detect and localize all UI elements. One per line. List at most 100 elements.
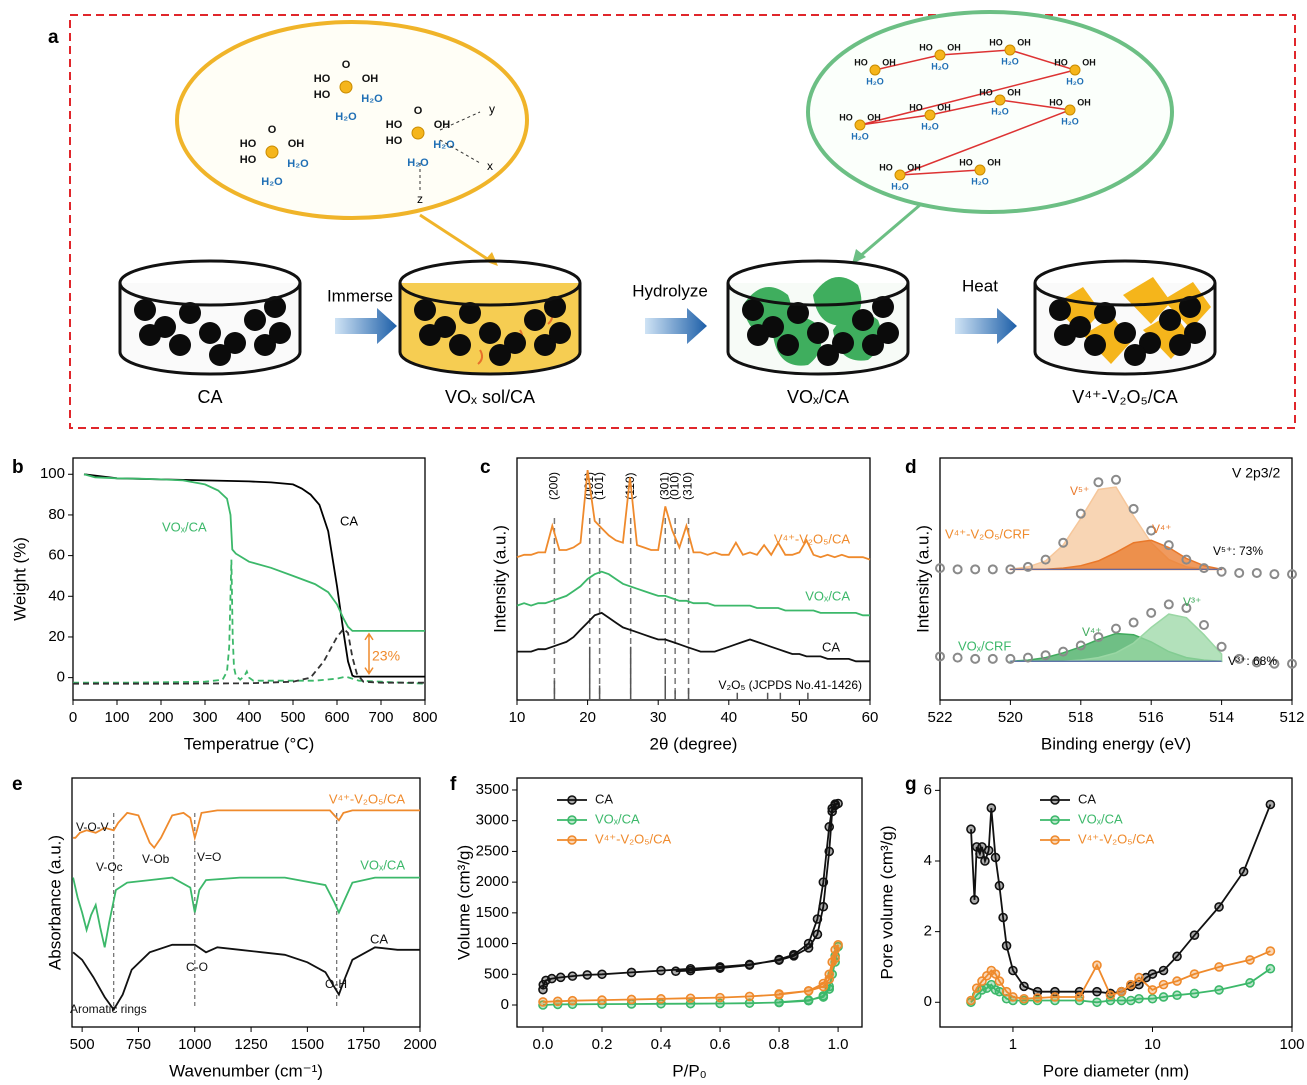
series-label: V⁴⁺-V₂O₅/CA xyxy=(329,791,406,806)
point xyxy=(1093,998,1101,1006)
x-tick-label: 518 xyxy=(1068,709,1093,726)
x-tick-label: 100 xyxy=(1279,1036,1304,1053)
x-tick-label: 1 xyxy=(1009,1036,1017,1053)
vanadium xyxy=(895,170,905,180)
point xyxy=(1034,994,1042,1002)
point xyxy=(628,995,636,1003)
carbon-ball xyxy=(1159,309,1181,331)
axis-label: y xyxy=(489,102,495,116)
carbon-ball xyxy=(1184,322,1206,344)
y-tick-label: 500 xyxy=(484,965,509,982)
point xyxy=(568,997,576,1005)
y-tick-label: 3500 xyxy=(476,781,509,798)
point xyxy=(775,998,783,1006)
point xyxy=(1190,970,1198,978)
x-tick-label: 0.2 xyxy=(592,1036,613,1053)
peak-label: (200) xyxy=(547,472,561,500)
point xyxy=(1266,947,1274,955)
carbon-ball xyxy=(1054,324,1076,346)
y-tick-label: 2000 xyxy=(476,873,509,890)
x-tick-label: 100 xyxy=(104,709,129,726)
annotation: C-O xyxy=(186,960,208,974)
panel-label: f xyxy=(450,774,457,795)
x-tick-label: 2000 xyxy=(403,1036,436,1053)
point xyxy=(672,967,680,975)
carbon-ball xyxy=(524,309,546,331)
x-tick-label: 0.0 xyxy=(533,1036,554,1053)
x-tick-label: 30 xyxy=(650,709,667,726)
raw-point xyxy=(1200,621,1208,629)
raw-point xyxy=(1253,569,1261,577)
point xyxy=(1051,993,1059,1001)
arrow-label: Hydrolyze xyxy=(632,281,708,300)
point xyxy=(598,996,606,1004)
point xyxy=(775,990,783,998)
vanadium xyxy=(975,165,985,175)
x-tick-label: 0.8 xyxy=(769,1036,790,1053)
x-tick-label: 0.4 xyxy=(651,1036,672,1053)
annotation: V=O xyxy=(197,850,221,864)
vanadium xyxy=(412,127,424,139)
raw-point xyxy=(989,565,997,573)
point xyxy=(539,998,547,1006)
step-label: CA xyxy=(197,387,222,407)
x-axis-label: P/P₀ xyxy=(672,1061,706,1080)
vanadium xyxy=(1005,45,1015,55)
atom-label: HO xyxy=(314,89,331,101)
annotation: V-O-V xyxy=(76,820,109,834)
atom-label: H₂O xyxy=(851,131,869,141)
panel-label: e xyxy=(12,774,23,795)
atom-label: OH xyxy=(882,57,896,67)
x-tick-label: 500 xyxy=(280,709,305,726)
process-arrow xyxy=(335,308,397,344)
atom-label: HO xyxy=(959,157,973,167)
atom-label: O xyxy=(268,124,277,136)
series-line xyxy=(73,878,420,948)
atom-label: HO xyxy=(240,138,257,150)
point xyxy=(995,977,1003,985)
annotation: O-H xyxy=(325,977,347,991)
point xyxy=(716,994,724,1002)
panel-label: g xyxy=(905,774,917,795)
point xyxy=(985,846,993,854)
raw-point xyxy=(1235,569,1243,577)
y-tick-label: 60 xyxy=(48,547,65,564)
atom-label: OH xyxy=(1082,57,1096,67)
arrow-label: Heat xyxy=(962,276,998,295)
point xyxy=(970,896,978,904)
point xyxy=(1160,993,1168,1001)
connector-head xyxy=(484,252,498,266)
point xyxy=(790,951,798,959)
raw-point xyxy=(1130,619,1138,627)
atom-label: H₂O xyxy=(1066,76,1084,86)
legend-label: V⁴⁺-V₂O₅/CA xyxy=(1078,831,1155,846)
point xyxy=(995,882,1003,890)
point xyxy=(819,878,827,886)
carbon-ball xyxy=(1084,334,1106,356)
point xyxy=(831,954,839,962)
x-tick-label: 1750 xyxy=(347,1036,380,1053)
panel-label: d xyxy=(905,457,917,478)
point xyxy=(1173,991,1181,999)
legend-label: VOₓ/CA xyxy=(1078,811,1123,826)
raw-point xyxy=(971,565,979,573)
chart-title: V 2p3/2 xyxy=(1232,465,1280,481)
point xyxy=(1148,995,1156,1003)
y-tick-label: 1000 xyxy=(476,935,509,952)
point xyxy=(825,847,833,855)
carbon-ball xyxy=(169,334,191,356)
atom-label: H₂O xyxy=(1001,56,1019,66)
x-tick-label: 50 xyxy=(791,709,808,726)
point xyxy=(1246,956,1254,964)
atom-label: H₂O xyxy=(287,158,309,170)
point xyxy=(1020,995,1028,1003)
axis-label: z xyxy=(417,192,423,206)
peak-label: (310) xyxy=(681,472,695,500)
series-line xyxy=(517,613,870,661)
carbon-ball xyxy=(852,309,874,331)
point xyxy=(657,995,665,1003)
series-line xyxy=(73,560,425,684)
carbon-ball xyxy=(199,322,221,344)
point xyxy=(805,996,813,1004)
atom-label: OH xyxy=(907,162,921,172)
